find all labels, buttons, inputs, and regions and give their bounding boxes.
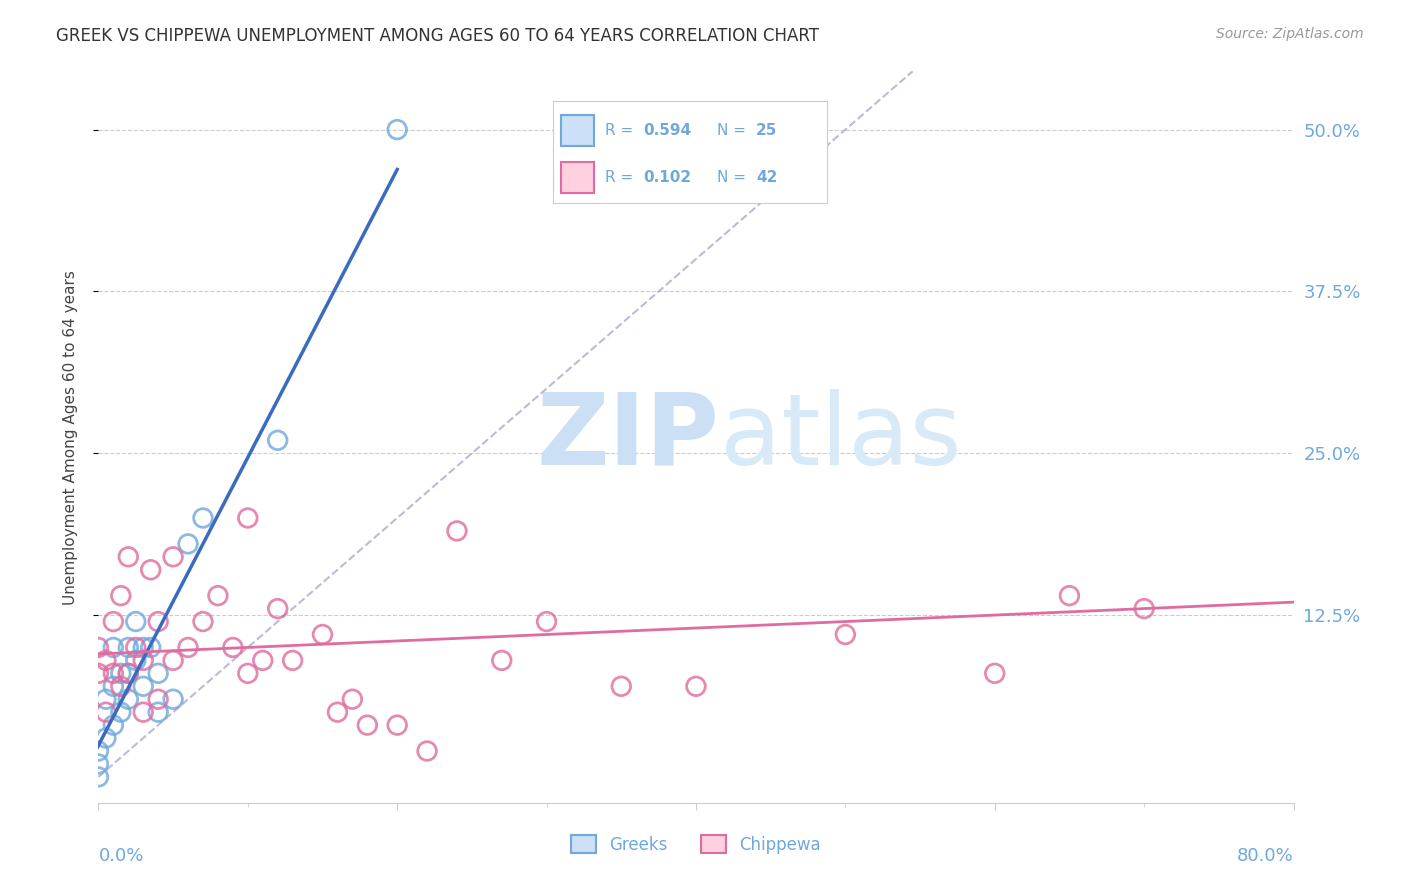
Point: [87, 770, 110, 784]
Point: [385, 122, 409, 136]
Point: [207, 589, 229, 603]
Point: [117, 692, 139, 706]
Point: [110, 679, 132, 693]
Point: [446, 524, 468, 538]
Point: [148, 615, 170, 629]
Point: [132, 679, 155, 693]
Point: [342, 692, 364, 706]
Point: [148, 692, 170, 706]
Point: [87, 640, 110, 655]
Point: [267, 434, 290, 448]
Point: [94, 731, 117, 745]
Point: [125, 640, 148, 655]
Text: atlas: atlas: [720, 389, 962, 485]
Point: [491, 653, 513, 667]
Point: [191, 615, 214, 629]
Point: [125, 615, 148, 629]
Point: [87, 666, 110, 681]
Point: [326, 705, 349, 719]
Point: [103, 679, 125, 693]
Point: [222, 640, 245, 655]
Point: [87, 744, 110, 758]
Point: [236, 666, 259, 681]
Point: [236, 511, 259, 525]
Point: [103, 718, 125, 732]
Text: Source: ZipAtlas.com: Source: ZipAtlas.com: [1216, 27, 1364, 41]
Text: ZIP: ZIP: [537, 389, 720, 485]
Point: [1133, 601, 1156, 615]
Text: 0.0%: 0.0%: [98, 847, 143, 864]
Point: [94, 692, 117, 706]
Point: [132, 653, 155, 667]
Point: [162, 692, 184, 706]
Point: [148, 705, 170, 719]
Point: [103, 666, 125, 681]
Point: [834, 627, 856, 641]
Y-axis label: Unemployment Among Ages 60 to 64 years: Unemployment Among Ages 60 to 64 years: [63, 269, 77, 605]
Point: [94, 653, 117, 667]
Point: [416, 744, 439, 758]
Text: 80.0%: 80.0%: [1237, 847, 1294, 864]
Point: [162, 653, 184, 667]
Point: [110, 705, 132, 719]
Point: [685, 679, 707, 693]
Point: [385, 718, 409, 732]
Point: [117, 666, 139, 681]
Point: [984, 666, 1007, 681]
Point: [191, 511, 214, 525]
Point: [139, 640, 162, 655]
Point: [252, 653, 274, 667]
Point: [177, 537, 200, 551]
Point: [162, 549, 184, 564]
Point: [110, 589, 132, 603]
Point: [87, 756, 110, 771]
Point: [132, 705, 155, 719]
Point: [110, 666, 132, 681]
Point: [281, 653, 304, 667]
Point: [117, 549, 139, 564]
Point: [356, 718, 378, 732]
Point: [177, 640, 200, 655]
Point: [117, 666, 139, 681]
Point: [94, 705, 117, 719]
Point: [536, 615, 558, 629]
Point: [103, 615, 125, 629]
Point: [1059, 589, 1081, 603]
Point: [139, 563, 162, 577]
Point: [132, 640, 155, 655]
Point: [103, 640, 125, 655]
Text: GREEK VS CHIPPEWA UNEMPLOYMENT AMONG AGES 60 TO 64 YEARS CORRELATION CHART: GREEK VS CHIPPEWA UNEMPLOYMENT AMONG AGE…: [56, 27, 820, 45]
Point: [311, 627, 333, 641]
Point: [117, 640, 139, 655]
Legend: Greeks, Chippewa: Greeks, Chippewa: [564, 829, 828, 860]
Point: [148, 666, 170, 681]
Point: [125, 653, 148, 667]
Point: [610, 679, 633, 693]
Point: [267, 601, 290, 615]
